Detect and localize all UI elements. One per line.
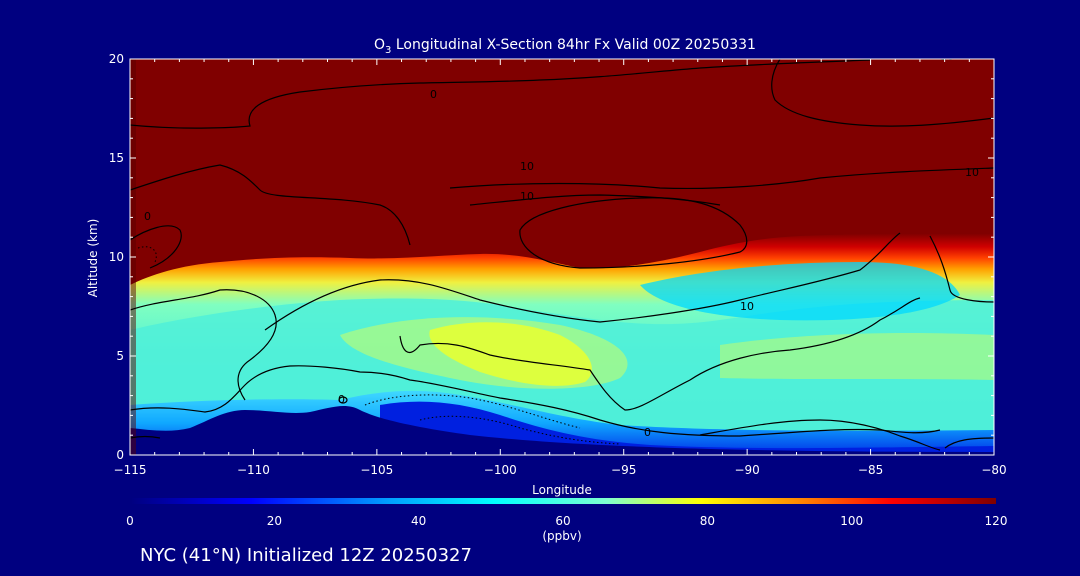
x-axis: −115 −110 −105 −100 −95 −90 −85 −80: [114, 59, 1007, 477]
title-text: Longitudinal X-Section 84hr Fx Valid 00Z…: [391, 37, 756, 53]
x-tick-label: −100: [484, 463, 517, 477]
y-tick-label: 10: [109, 250, 124, 264]
contour-label: 0: [644, 426, 651, 439]
footer-initialization-text: NYC (41°N) Initialized 12Z 20250327: [140, 545, 472, 566]
contour-label: 10: [965, 166, 979, 179]
colorbar-tick-label: 20: [267, 514, 282, 528]
contour-dotted-2: [419, 415, 621, 445]
x-tick-label: −85: [858, 463, 883, 477]
colorbar-unit-label: (ppbv): [542, 529, 581, 543]
contour-line-upper-1: [130, 59, 871, 129]
contour-line-left-2: [130, 225, 182, 269]
x-axis-label: Longitude: [532, 483, 592, 497]
contour-lines: 0 10 10 10 0 10 0 10 0: [130, 50, 994, 451]
colorbar-tick-label: 120: [985, 514, 1008, 528]
contour-line-lower-blue: [130, 365, 941, 437]
contour-dotted-1: [364, 394, 581, 429]
upper-blue-patch: [640, 262, 960, 321]
contour-line-bulge-left: [130, 289, 277, 401]
contour-line-east-loop: [929, 235, 994, 303]
contour-label: 10: [740, 300, 754, 313]
contour-label: 0: [430, 88, 437, 101]
contour-label: 10: [520, 190, 534, 203]
title-species-subscript: 3: [385, 45, 391, 56]
y-tick-label: 0: [116, 448, 124, 462]
contour-line-left-low: [130, 435, 161, 439]
y-tick-label: 20: [109, 52, 124, 66]
terrain: [130, 406, 994, 455]
y-axis-label: Altitude (km): [86, 219, 100, 298]
colorbar-tick-label: 100: [840, 514, 863, 528]
contour-line-bottom-east: [699, 419, 941, 451]
contour-line-main-tropo: [264, 232, 901, 331]
contour-line-yellow-envelope: [399, 297, 921, 411]
plot-area: [130, 59, 994, 455]
contour-line-closed-center: [519, 197, 748, 269]
y-tick-label: 5: [116, 349, 124, 363]
contour-small-loop: [338, 396, 348, 404]
y-tick-label: 15: [109, 151, 124, 165]
x-tick-label: −90: [734, 463, 759, 477]
x-tick-label: −80: [981, 463, 1006, 477]
contour-label: 0: [144, 210, 151, 223]
x-tick-label: −105: [360, 463, 393, 477]
colorbar-tick-label: 0: [126, 514, 134, 528]
contour-line-10-upper: [449, 167, 994, 190]
ozone-east-band: [720, 333, 994, 380]
chart-title: O3 Longitudinal X-Section 84hr Fx Valid …: [374, 37, 756, 56]
contour-label: 10: [940, 50, 954, 63]
contour-line-upper-2: [771, 59, 994, 127]
colorbar-ticks: 0 20 40 60 80 100 120: [126, 514, 1007, 528]
y-axis: 0 5 10 15 20: [109, 52, 994, 462]
colorbar-tick-label: 80: [700, 514, 715, 528]
title-species: O: [374, 37, 385, 53]
contour-line-left-1: [130, 164, 411, 246]
colorbar: [130, 498, 996, 504]
contour-label: 0: [338, 393, 345, 406]
contour-line-bottom-right: [944, 437, 994, 449]
colorbar-tick-label: 60: [555, 514, 570, 528]
x-tick-label: −110: [237, 463, 270, 477]
x-tick-label: −95: [611, 463, 636, 477]
colorbar-tick-label: 40: [411, 514, 426, 528]
contour-label: 10: [520, 160, 534, 173]
x-tick-label: −115: [114, 463, 147, 477]
